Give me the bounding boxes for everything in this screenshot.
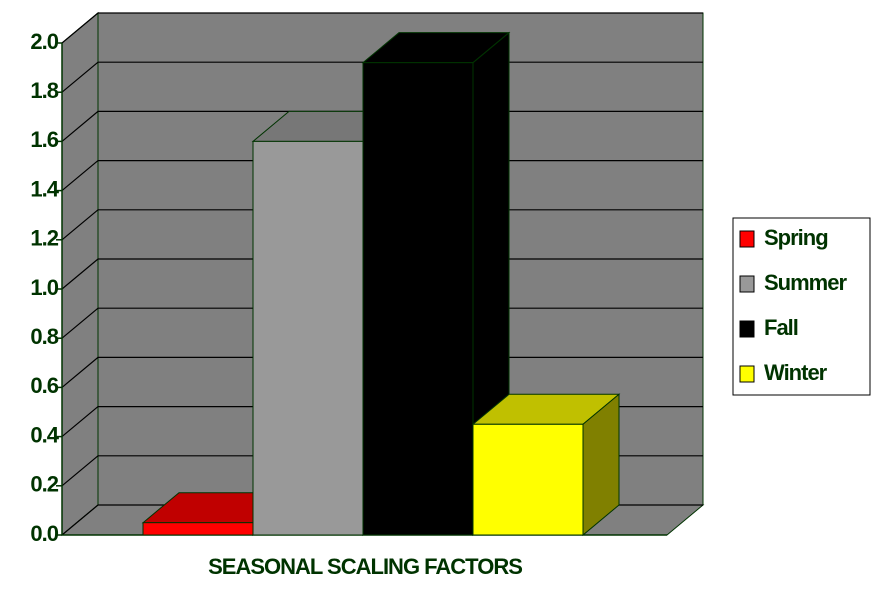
y-tick-label: 0.2	[30, 472, 58, 497]
legend-box	[732, 217, 871, 396]
bar	[362, 62, 474, 536]
y-tick-label: 1.4	[30, 176, 59, 201]
y-tick-label: 0.0	[30, 521, 58, 546]
legend-label: Summer	[764, 270, 847, 295]
legend-swatch	[739, 320, 755, 338]
grid-line	[61, 12, 703, 44]
bar	[472, 423, 584, 536]
legend-swatch	[739, 275, 755, 293]
legend-label: Fall	[764, 315, 798, 340]
y-tick-label: 1.6	[30, 127, 58, 152]
y-tick-label: 0.4	[30, 422, 59, 447]
y-tick-label: 1.0	[30, 275, 58, 300]
bar	[142, 522, 254, 536]
legend-swatch	[739, 365, 755, 383]
y-tick-label: 0.8	[30, 324, 58, 349]
legend-swatch	[739, 230, 755, 248]
legend-label: Winter	[764, 360, 828, 385]
x-axis-title: SEASONAL SCALING FACTORS	[208, 554, 522, 579]
legend-label: Spring	[764, 225, 828, 250]
y-tick-label: 1.2	[30, 226, 58, 251]
bar	[252, 140, 364, 536]
y-tick-label: 0.6	[30, 373, 58, 398]
y-tick-label: 2.0	[30, 29, 58, 54]
y-tick-label: 1.8	[30, 78, 58, 103]
